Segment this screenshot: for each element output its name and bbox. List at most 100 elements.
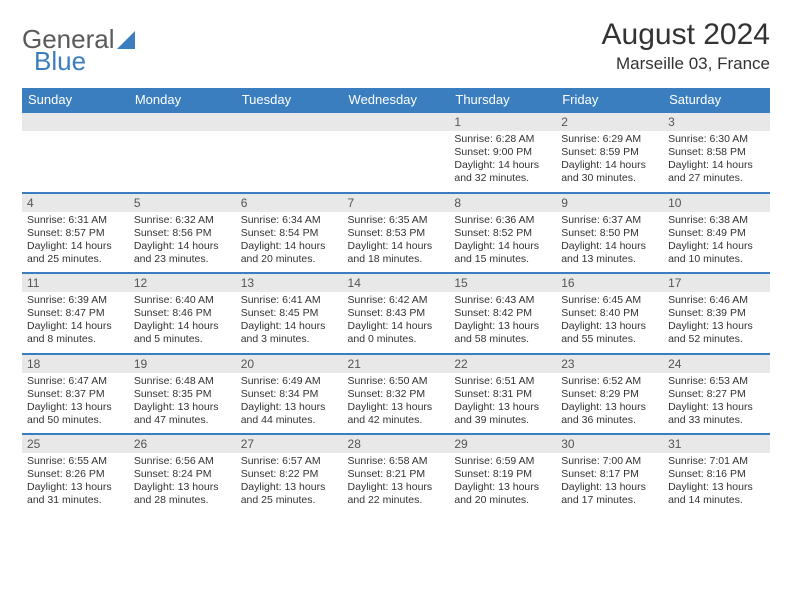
daylight-text-1: Daylight: 13 hours <box>241 401 338 414</box>
calendar-week-row: 11Sunrise: 6:39 AMSunset: 8:47 PMDayligh… <box>22 273 770 354</box>
day-details: Sunrise: 6:41 AMSunset: 8:45 PMDaylight:… <box>236 292 343 353</box>
sunset-text: Sunset: 8:40 PM <box>561 307 658 320</box>
sunrise-text: Sunrise: 6:45 AM <box>561 294 658 307</box>
calendar-cell: 28Sunrise: 6:58 AMSunset: 8:21 PMDayligh… <box>343 434 450 514</box>
day-details: Sunrise: 6:38 AMSunset: 8:49 PMDaylight:… <box>663 212 770 273</box>
daylight-text-2: and 31 minutes. <box>27 494 124 507</box>
sunrise-text: Sunrise: 6:49 AM <box>241 375 338 388</box>
calendar-cell: 19Sunrise: 6:48 AMSunset: 8:35 PMDayligh… <box>129 354 236 435</box>
daylight-text-2: and 0 minutes. <box>348 333 445 346</box>
calendar-table: Sunday Monday Tuesday Wednesday Thursday… <box>22 88 770 514</box>
day-details: Sunrise: 6:59 AMSunset: 8:19 PMDaylight:… <box>449 453 556 514</box>
calendar-header-row: Sunday Monday Tuesday Wednesday Thursday… <box>22 88 770 112</box>
sunset-text: Sunset: 8:39 PM <box>668 307 765 320</box>
day-details: Sunrise: 6:50 AMSunset: 8:32 PMDaylight:… <box>343 373 450 434</box>
day-number: 17 <box>663 274 770 292</box>
daylight-text-2: and 28 minutes. <box>134 494 231 507</box>
daylight-text-1: Daylight: 14 hours <box>348 240 445 253</box>
sunset-text: Sunset: 8:50 PM <box>561 227 658 240</box>
daylight-text-1: Daylight: 13 hours <box>454 401 551 414</box>
col-saturday: Saturday <box>663 88 770 112</box>
day-details: Sunrise: 6:47 AMSunset: 8:37 PMDaylight:… <box>22 373 129 434</box>
daylight-text-1: Daylight: 14 hours <box>134 240 231 253</box>
sunrise-text: Sunrise: 6:34 AM <box>241 214 338 227</box>
day-number: 1 <box>449 113 556 131</box>
sunrise-text: Sunrise: 6:31 AM <box>27 214 124 227</box>
sunrise-text: Sunrise: 7:01 AM <box>668 455 765 468</box>
day-details: Sunrise: 6:36 AMSunset: 8:52 PMDaylight:… <box>449 212 556 273</box>
calendar-cell: 30Sunrise: 7:00 AMSunset: 8:17 PMDayligh… <box>556 434 663 514</box>
daylight-text-1: Daylight: 14 hours <box>668 159 765 172</box>
daylight-text-1: Daylight: 13 hours <box>348 401 445 414</box>
sunrise-text: Sunrise: 6:57 AM <box>241 455 338 468</box>
day-details: Sunrise: 7:01 AMSunset: 8:16 PMDaylight:… <box>663 453 770 514</box>
sunrise-text: Sunrise: 6:29 AM <box>561 133 658 146</box>
day-number: 21 <box>343 355 450 373</box>
day-number: 26 <box>129 435 236 453</box>
sunset-text: Sunset: 8:52 PM <box>454 227 551 240</box>
daylight-text-2: and 20 minutes. <box>241 253 338 266</box>
header: General August 2024 Marseille 03, France <box>22 18 770 74</box>
sunset-text: Sunset: 8:32 PM <box>348 388 445 401</box>
calendar-cell: 2Sunrise: 6:29 AMSunset: 8:59 PMDaylight… <box>556 112 663 193</box>
day-details: Sunrise: 6:56 AMSunset: 8:24 PMDaylight:… <box>129 453 236 514</box>
day-number <box>129 113 236 131</box>
daylight-text-1: Daylight: 13 hours <box>668 401 765 414</box>
daylight-text-1: Daylight: 14 hours <box>27 320 124 333</box>
day-details: Sunrise: 6:51 AMSunset: 8:31 PMDaylight:… <box>449 373 556 434</box>
calendar-cell: 18Sunrise: 6:47 AMSunset: 8:37 PMDayligh… <box>22 354 129 435</box>
page-title: August 2024 <box>602 18 770 52</box>
daylight-text-1: Daylight: 13 hours <box>561 320 658 333</box>
calendar-cell: 25Sunrise: 6:55 AMSunset: 8:26 PMDayligh… <box>22 434 129 514</box>
daylight-text-2: and 58 minutes. <box>454 333 551 346</box>
sunrise-text: Sunrise: 7:00 AM <box>561 455 658 468</box>
sunset-text: Sunset: 8:24 PM <box>134 468 231 481</box>
daylight-text-2: and 13 minutes. <box>561 253 658 266</box>
sunrise-text: Sunrise: 6:59 AM <box>454 455 551 468</box>
col-tuesday: Tuesday <box>236 88 343 112</box>
day-details: Sunrise: 6:48 AMSunset: 8:35 PMDaylight:… <box>129 373 236 434</box>
day-number: 3 <box>663 113 770 131</box>
day-number: 23 <box>556 355 663 373</box>
calendar-cell: 17Sunrise: 6:46 AMSunset: 8:39 PMDayligh… <box>663 273 770 354</box>
daylight-text-1: Daylight: 13 hours <box>668 481 765 494</box>
daylight-text-1: Daylight: 13 hours <box>27 481 124 494</box>
sunset-text: Sunset: 8:34 PM <box>241 388 338 401</box>
day-number: 8 <box>449 194 556 212</box>
calendar-cell: 13Sunrise: 6:41 AMSunset: 8:45 PMDayligh… <box>236 273 343 354</box>
sunrise-text: Sunrise: 6:58 AM <box>348 455 445 468</box>
daylight-text-1: Daylight: 13 hours <box>561 481 658 494</box>
daylight-text-1: Daylight: 14 hours <box>241 240 338 253</box>
daylight-text-2: and 17 minutes. <box>561 494 658 507</box>
daylight-text-1: Daylight: 13 hours <box>561 401 658 414</box>
sunset-text: Sunset: 8:54 PM <box>241 227 338 240</box>
sunset-text: Sunset: 8:16 PM <box>668 468 765 481</box>
calendar-cell: 15Sunrise: 6:43 AMSunset: 8:42 PMDayligh… <box>449 273 556 354</box>
daylight-text-2: and 8 minutes. <box>27 333 124 346</box>
day-details: Sunrise: 6:49 AMSunset: 8:34 PMDaylight:… <box>236 373 343 434</box>
col-thursday: Thursday <box>449 88 556 112</box>
day-number: 9 <box>556 194 663 212</box>
day-number: 31 <box>663 435 770 453</box>
calendar-cell: 1Sunrise: 6:28 AMSunset: 9:00 PMDaylight… <box>449 112 556 193</box>
day-details: Sunrise: 6:32 AMSunset: 8:56 PMDaylight:… <box>129 212 236 273</box>
daylight-text-2: and 47 minutes. <box>134 414 231 427</box>
sunset-text: Sunset: 8:37 PM <box>27 388 124 401</box>
day-number: 15 <box>449 274 556 292</box>
sunrise-text: Sunrise: 6:40 AM <box>134 294 231 307</box>
daylight-text-1: Daylight: 14 hours <box>134 320 231 333</box>
sunset-text: Sunset: 8:31 PM <box>454 388 551 401</box>
day-number: 7 <box>343 194 450 212</box>
logo-text-2: Blue <box>34 46 86 77</box>
daylight-text-1: Daylight: 14 hours <box>348 320 445 333</box>
daylight-text-2: and 42 minutes. <box>348 414 445 427</box>
calendar-week-row: 1Sunrise: 6:28 AMSunset: 9:00 PMDaylight… <box>22 112 770 193</box>
daylight-text-2: and 14 minutes. <box>668 494 765 507</box>
calendar-cell: 7Sunrise: 6:35 AMSunset: 8:53 PMDaylight… <box>343 193 450 274</box>
calendar-cell: 16Sunrise: 6:45 AMSunset: 8:40 PMDayligh… <box>556 273 663 354</box>
calendar-cell: 26Sunrise: 6:56 AMSunset: 8:24 PMDayligh… <box>129 434 236 514</box>
day-number: 6 <box>236 194 343 212</box>
sunset-text: Sunset: 8:21 PM <box>348 468 445 481</box>
sunrise-text: Sunrise: 6:43 AM <box>454 294 551 307</box>
day-details: Sunrise: 6:45 AMSunset: 8:40 PMDaylight:… <box>556 292 663 353</box>
